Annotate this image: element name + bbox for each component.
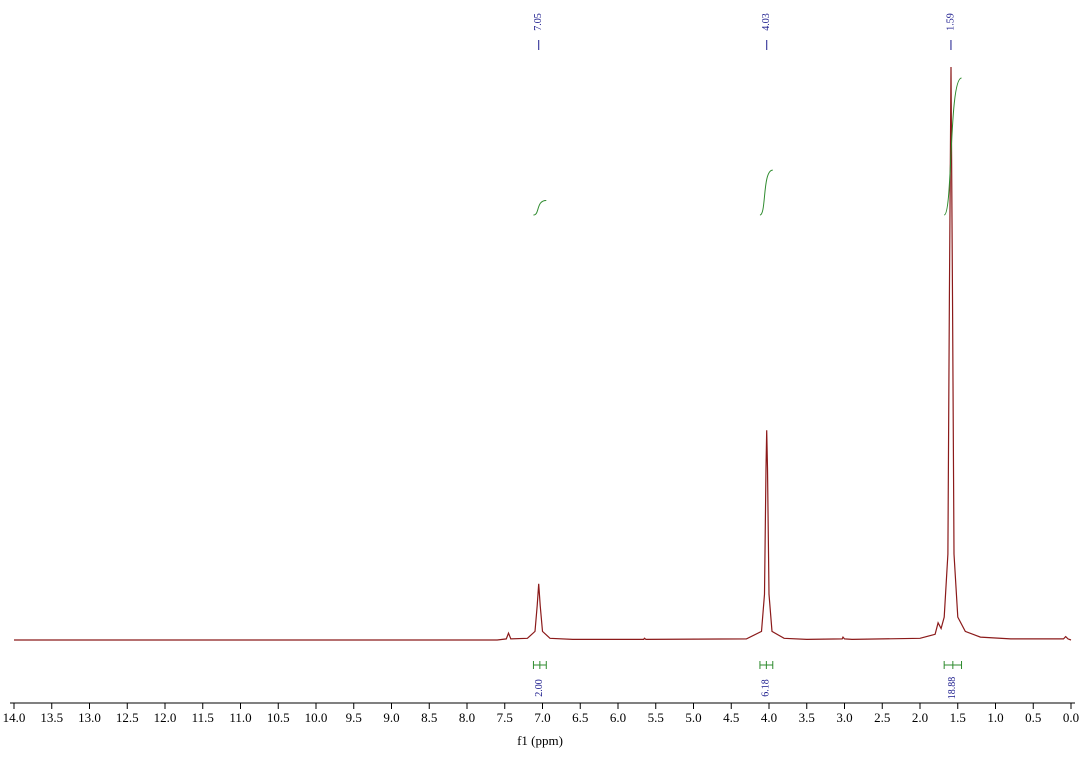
x-tick-label: 8.5 <box>421 710 437 725</box>
x-tick-label: 12.0 <box>154 710 177 725</box>
x-tick-label: 11.5 <box>192 710 214 725</box>
x-tick-label: 3.5 <box>799 710 815 725</box>
integral-curve <box>943 77 962 216</box>
x-tick-label: 6.0 <box>610 710 626 725</box>
x-tick-label: 9.5 <box>346 710 362 725</box>
x-axis-label: f1 (ppm) <box>517 733 563 748</box>
peak-label: 4.03 <box>761 13 772 31</box>
x-tick-label: 3.0 <box>836 710 852 725</box>
x-tick-label: 2.0 <box>912 710 928 725</box>
x-tick-label: 4.5 <box>723 710 739 725</box>
x-tick-label: 14.0 <box>3 710 26 725</box>
x-tick-label: 13.0 <box>78 710 101 725</box>
x-tick-label: 0.5 <box>1025 710 1041 725</box>
peak-label: 1.59 <box>945 13 956 31</box>
x-tick-label: 8.0 <box>459 710 475 725</box>
integral-curve <box>759 169 773 216</box>
x-tick-label: 2.5 <box>874 710 890 725</box>
x-tick-label: 13.5 <box>40 710 63 725</box>
x-tick-label: 11.0 <box>229 710 251 725</box>
x-tick-label: 12.5 <box>116 710 139 725</box>
x-tick-label: 5.0 <box>685 710 701 725</box>
x-tick-label: 6.5 <box>572 710 588 725</box>
x-tick-label: 7.0 <box>534 710 550 725</box>
integral-label: 18.88 <box>947 677 958 700</box>
x-tick-label: 1.5 <box>950 710 966 725</box>
x-tick-label: 7.5 <box>497 710 513 725</box>
spectrum-line <box>14 66 1072 641</box>
x-tick-label: 1.0 <box>987 710 1003 725</box>
integral-curve <box>533 199 547 216</box>
x-tick-label: 4.0 <box>761 710 777 725</box>
peak-label: 7.05 <box>533 13 544 31</box>
x-tick-label: 10.0 <box>305 710 328 725</box>
integral-label: 6.18 <box>761 679 772 697</box>
x-tick-label: 9.0 <box>383 710 399 725</box>
x-tick-label: 0.0 <box>1063 710 1079 725</box>
x-tick-label: 5.5 <box>648 710 664 725</box>
integral-label: 2.00 <box>534 679 545 697</box>
x-tick-label: 10.5 <box>267 710 290 725</box>
